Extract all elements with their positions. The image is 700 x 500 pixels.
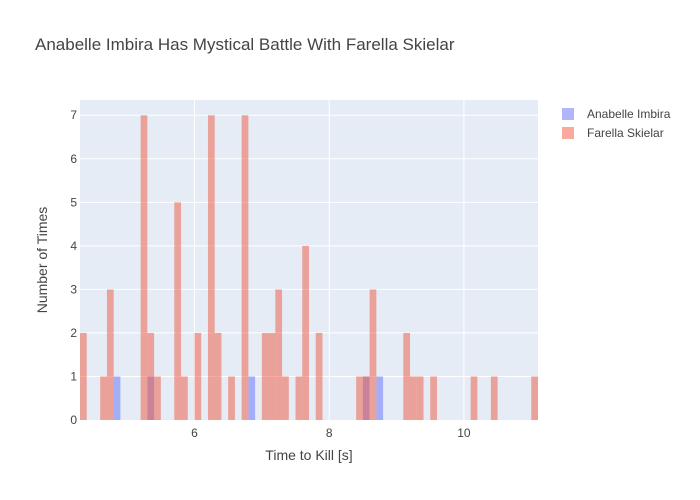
bar-farella-skielar (531, 376, 538, 420)
bar-farella-skielar (362, 376, 370, 420)
x-tick-label: 6 (191, 426, 198, 440)
legend-label: Anabelle Imbira (587, 107, 671, 121)
bar-farella-skielar (410, 376, 417, 420)
x-tick-label: 8 (326, 426, 333, 440)
y-tick-label: 0 (70, 413, 77, 427)
bar-farella-skielar (470, 376, 478, 420)
bar-farella-skielar (430, 376, 437, 420)
y-axis-ticks: 0 1 2 3 4 5 6 7 (70, 108, 77, 427)
bar-farella-skielar (207, 115, 215, 420)
y-tick-label: 4 (70, 239, 77, 253)
bar-farella-skielar (403, 332, 411, 420)
bar-farella-skielar (100, 376, 107, 420)
legend-swatch (562, 127, 574, 139)
bar-farella-skielar (416, 376, 424, 420)
bar-farella-skielar (140, 115, 148, 420)
bar-farella-skielar (315, 332, 323, 420)
bar-farella-skielar (268, 332, 276, 420)
bar-anabelle-imbira (113, 376, 121, 420)
bar-farella-skielar (194, 332, 202, 420)
bar-farella-skielar (356, 376, 363, 420)
y-tick-label: 6 (70, 152, 77, 166)
y-tick-label: 5 (70, 195, 77, 209)
y-tick-label: 2 (70, 326, 77, 340)
bar-farella-skielar (106, 289, 114, 420)
bar-farella-skielar (147, 332, 155, 420)
bar-farella-skielar (369, 289, 377, 420)
bar-farella-skielar (282, 376, 289, 420)
bar-anabelle-imbira (248, 376, 256, 420)
bar-farella-skielar (302, 245, 309, 420)
legend-swatch (562, 108, 574, 120)
y-axis-title: Number of Times (34, 207, 50, 314)
x-tick-label: 10 (457, 426, 471, 440)
bar-farella-skielar (80, 332, 87, 420)
bar-farella-skielar (181, 376, 188, 420)
legend-label: Farella Skielar (587, 126, 664, 140)
legend: Anabelle Imbira Farella Skielar (562, 107, 671, 140)
bar-farella-skielar (261, 332, 269, 420)
y-tick-label: 7 (70, 108, 77, 122)
bar-farella-skielar (214, 332, 222, 420)
bar-farella-skielar (228, 376, 235, 420)
bars (80, 115, 538, 420)
y-tick-label: 3 (70, 282, 77, 296)
bar-farella-skielar (275, 289, 283, 420)
bar-farella-skielar (241, 115, 249, 420)
y-tick-label: 1 (70, 369, 77, 383)
bar-farella-skielar (295, 376, 303, 420)
bar-farella-skielar (490, 376, 498, 420)
x-axis-ticks: 6 8 10 (191, 426, 471, 440)
bar-anabelle-imbira (376, 376, 384, 420)
x-axis-title: Time to Kill [s] (265, 447, 352, 463)
bar-farella-skielar (154, 376, 161, 420)
bar-farella-skielar (174, 202, 182, 420)
chart-title: Anabelle Imbira Has Mystical Battle With… (35, 35, 455, 54)
